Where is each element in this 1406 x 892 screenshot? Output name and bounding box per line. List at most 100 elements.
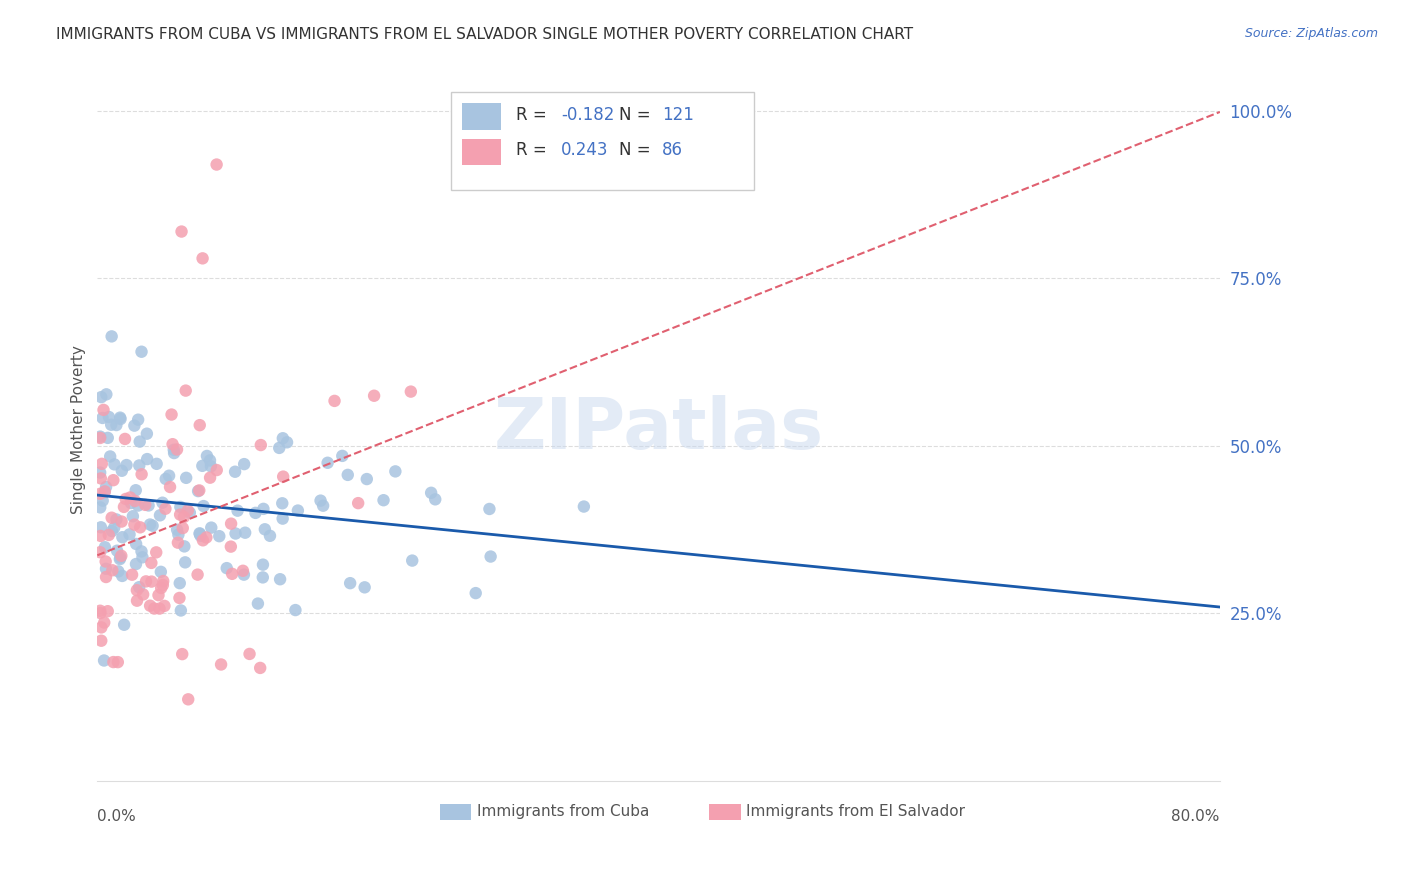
Point	[167, 527, 190, 541]
Point	[90, 633, 112, 648]
Point	[246, 597, 269, 611]
Point	[125, 557, 148, 571]
Point	[221, 566, 243, 581]
Point	[226, 503, 249, 517]
Point	[127, 499, 149, 513]
Point	[90, 471, 112, 485]
Point	[169, 500, 191, 514]
Point	[148, 588, 170, 602]
Point	[90, 620, 112, 634]
Point	[124, 517, 146, 532]
Point	[101, 524, 124, 538]
Point	[373, 493, 395, 508]
Point	[93, 615, 115, 630]
Point	[252, 501, 274, 516]
Point	[131, 467, 153, 482]
Point	[169, 576, 191, 591]
Point	[159, 480, 181, 494]
Point	[271, 511, 294, 525]
Point	[173, 540, 195, 554]
Point	[198, 471, 221, 485]
Point	[145, 457, 167, 471]
Point	[425, 492, 447, 507]
Point	[233, 525, 256, 540]
Point	[271, 496, 294, 510]
Point	[276, 435, 298, 450]
Point	[252, 570, 274, 584]
Point	[195, 531, 218, 545]
Text: Source: ZipAtlas.com: Source: ZipAtlas.com	[1244, 27, 1378, 40]
Point	[143, 601, 166, 615]
FancyBboxPatch shape	[440, 805, 471, 820]
Point	[169, 591, 191, 605]
Point	[152, 574, 174, 588]
Point	[90, 529, 112, 543]
Point	[103, 458, 125, 472]
Point	[125, 483, 148, 498]
Point	[132, 587, 155, 601]
Point	[149, 565, 172, 579]
Point	[93, 484, 115, 499]
Point	[114, 432, 136, 446]
Point	[219, 540, 242, 554]
FancyBboxPatch shape	[709, 805, 741, 820]
Point	[401, 553, 423, 567]
Point	[96, 387, 118, 401]
Point	[107, 565, 129, 579]
Point	[94, 484, 117, 499]
Point	[124, 418, 146, 433]
Point	[141, 574, 163, 589]
Point	[269, 572, 291, 586]
FancyBboxPatch shape	[463, 103, 502, 130]
Point	[93, 403, 115, 417]
Point	[111, 530, 134, 544]
Point	[149, 508, 172, 523]
Point	[105, 418, 128, 433]
Point	[100, 417, 122, 432]
Point	[478, 502, 501, 516]
Point	[479, 549, 502, 564]
Point	[200, 459, 222, 474]
Point	[98, 450, 121, 464]
Point	[174, 384, 197, 398]
Point	[330, 449, 353, 463]
Point	[188, 526, 211, 541]
Point	[224, 465, 246, 479]
Point	[94, 570, 117, 584]
Point	[225, 526, 247, 541]
Point	[127, 413, 149, 427]
Point	[139, 517, 162, 532]
Point	[284, 603, 307, 617]
Point	[91, 493, 114, 508]
Point	[136, 452, 159, 467]
Point	[249, 438, 271, 452]
Point	[110, 515, 132, 529]
Point	[173, 510, 195, 524]
Point	[124, 494, 146, 508]
Point	[205, 157, 228, 171]
Point	[152, 578, 174, 592]
Point	[166, 523, 188, 537]
Point	[271, 469, 294, 483]
Point	[150, 581, 173, 595]
Point	[336, 467, 359, 482]
Point	[100, 329, 122, 343]
Point	[170, 225, 193, 239]
Point	[187, 484, 209, 499]
Point	[166, 442, 188, 457]
Point	[188, 418, 211, 433]
Point	[141, 556, 163, 570]
Point	[384, 464, 406, 478]
Point	[125, 537, 148, 551]
Text: R =: R =	[516, 106, 553, 124]
Point	[118, 527, 141, 541]
Point	[135, 574, 157, 589]
Point	[134, 498, 156, 512]
Point	[120, 491, 142, 505]
Point	[232, 567, 254, 582]
Point	[205, 463, 228, 477]
Point	[399, 384, 422, 399]
Point	[162, 437, 184, 451]
Point	[363, 389, 385, 403]
Point	[107, 655, 129, 669]
